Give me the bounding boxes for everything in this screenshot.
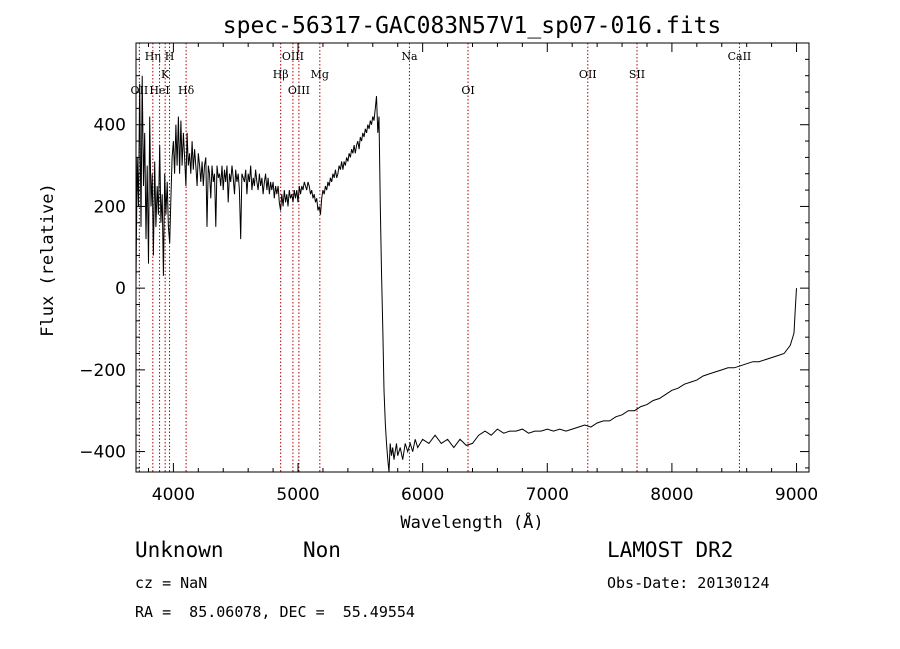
line-marker-label: OIII: [288, 84, 310, 97]
y-tick-label: 400: [94, 116, 126, 136]
x-tick-label: 9000: [775, 485, 818, 505]
line-marker-label: OI: [461, 84, 474, 97]
class-label: Unknown: [135, 538, 224, 562]
line-marker-label: SII: [629, 68, 645, 81]
y-tick-label: 0: [115, 279, 126, 299]
x-axis-label: Wavelength (Å): [400, 511, 543, 533]
y-axis-label: Flux (relative): [38, 183, 58, 337]
y-tick-label: −400: [79, 443, 126, 463]
chart-title: spec-56317-GAC083N57V1_sp07-016.fits: [223, 13, 722, 39]
line-marker-label: Hη: [145, 50, 161, 63]
x-tick-label: 5000: [276, 485, 319, 505]
coordinates-label: RA = 85.06078, DEC = 55.49554: [135, 603, 415, 621]
line-marker-label: CaII: [728, 50, 752, 63]
x-tick-label: 4000: [152, 485, 195, 505]
subclass-label: Non: [303, 538, 341, 562]
x-tick-label: 6000: [401, 485, 444, 505]
line-marker-label: HeI: [149, 84, 169, 97]
y-tick-label: 200: [94, 197, 126, 217]
line-marker-label: K: [161, 68, 170, 81]
y-axis: −400 −200 0 200 400: [79, 58, 809, 469]
line-marker-label: Hβ: [273, 68, 289, 81]
x-tick-label: 8000: [650, 485, 693, 505]
y-tick-label: −200: [79, 361, 126, 381]
line-marker-label: H: [165, 50, 175, 63]
line-marker-label: Mg: [311, 68, 329, 81]
line-marker-label: Na: [401, 50, 418, 63]
survey-label: LAMOST DR2: [607, 538, 734, 562]
spectrum-series: [135, 75, 797, 473]
x-tick-label: 7000: [526, 485, 569, 505]
x-axis: 4000 5000 6000 7000 8000 9000: [147, 43, 818, 505]
line-marker-label: OII: [579, 68, 597, 81]
spectrum-line: [135, 75, 797, 473]
redshift-label: cz = NaN: [135, 574, 208, 592]
plot-frame: [135, 42, 810, 473]
line-marker-label: OIII: [282, 50, 304, 63]
line-marker-label: Hδ: [178, 84, 195, 97]
obs-date-label: Obs-Date: 20130124: [607, 574, 770, 592]
